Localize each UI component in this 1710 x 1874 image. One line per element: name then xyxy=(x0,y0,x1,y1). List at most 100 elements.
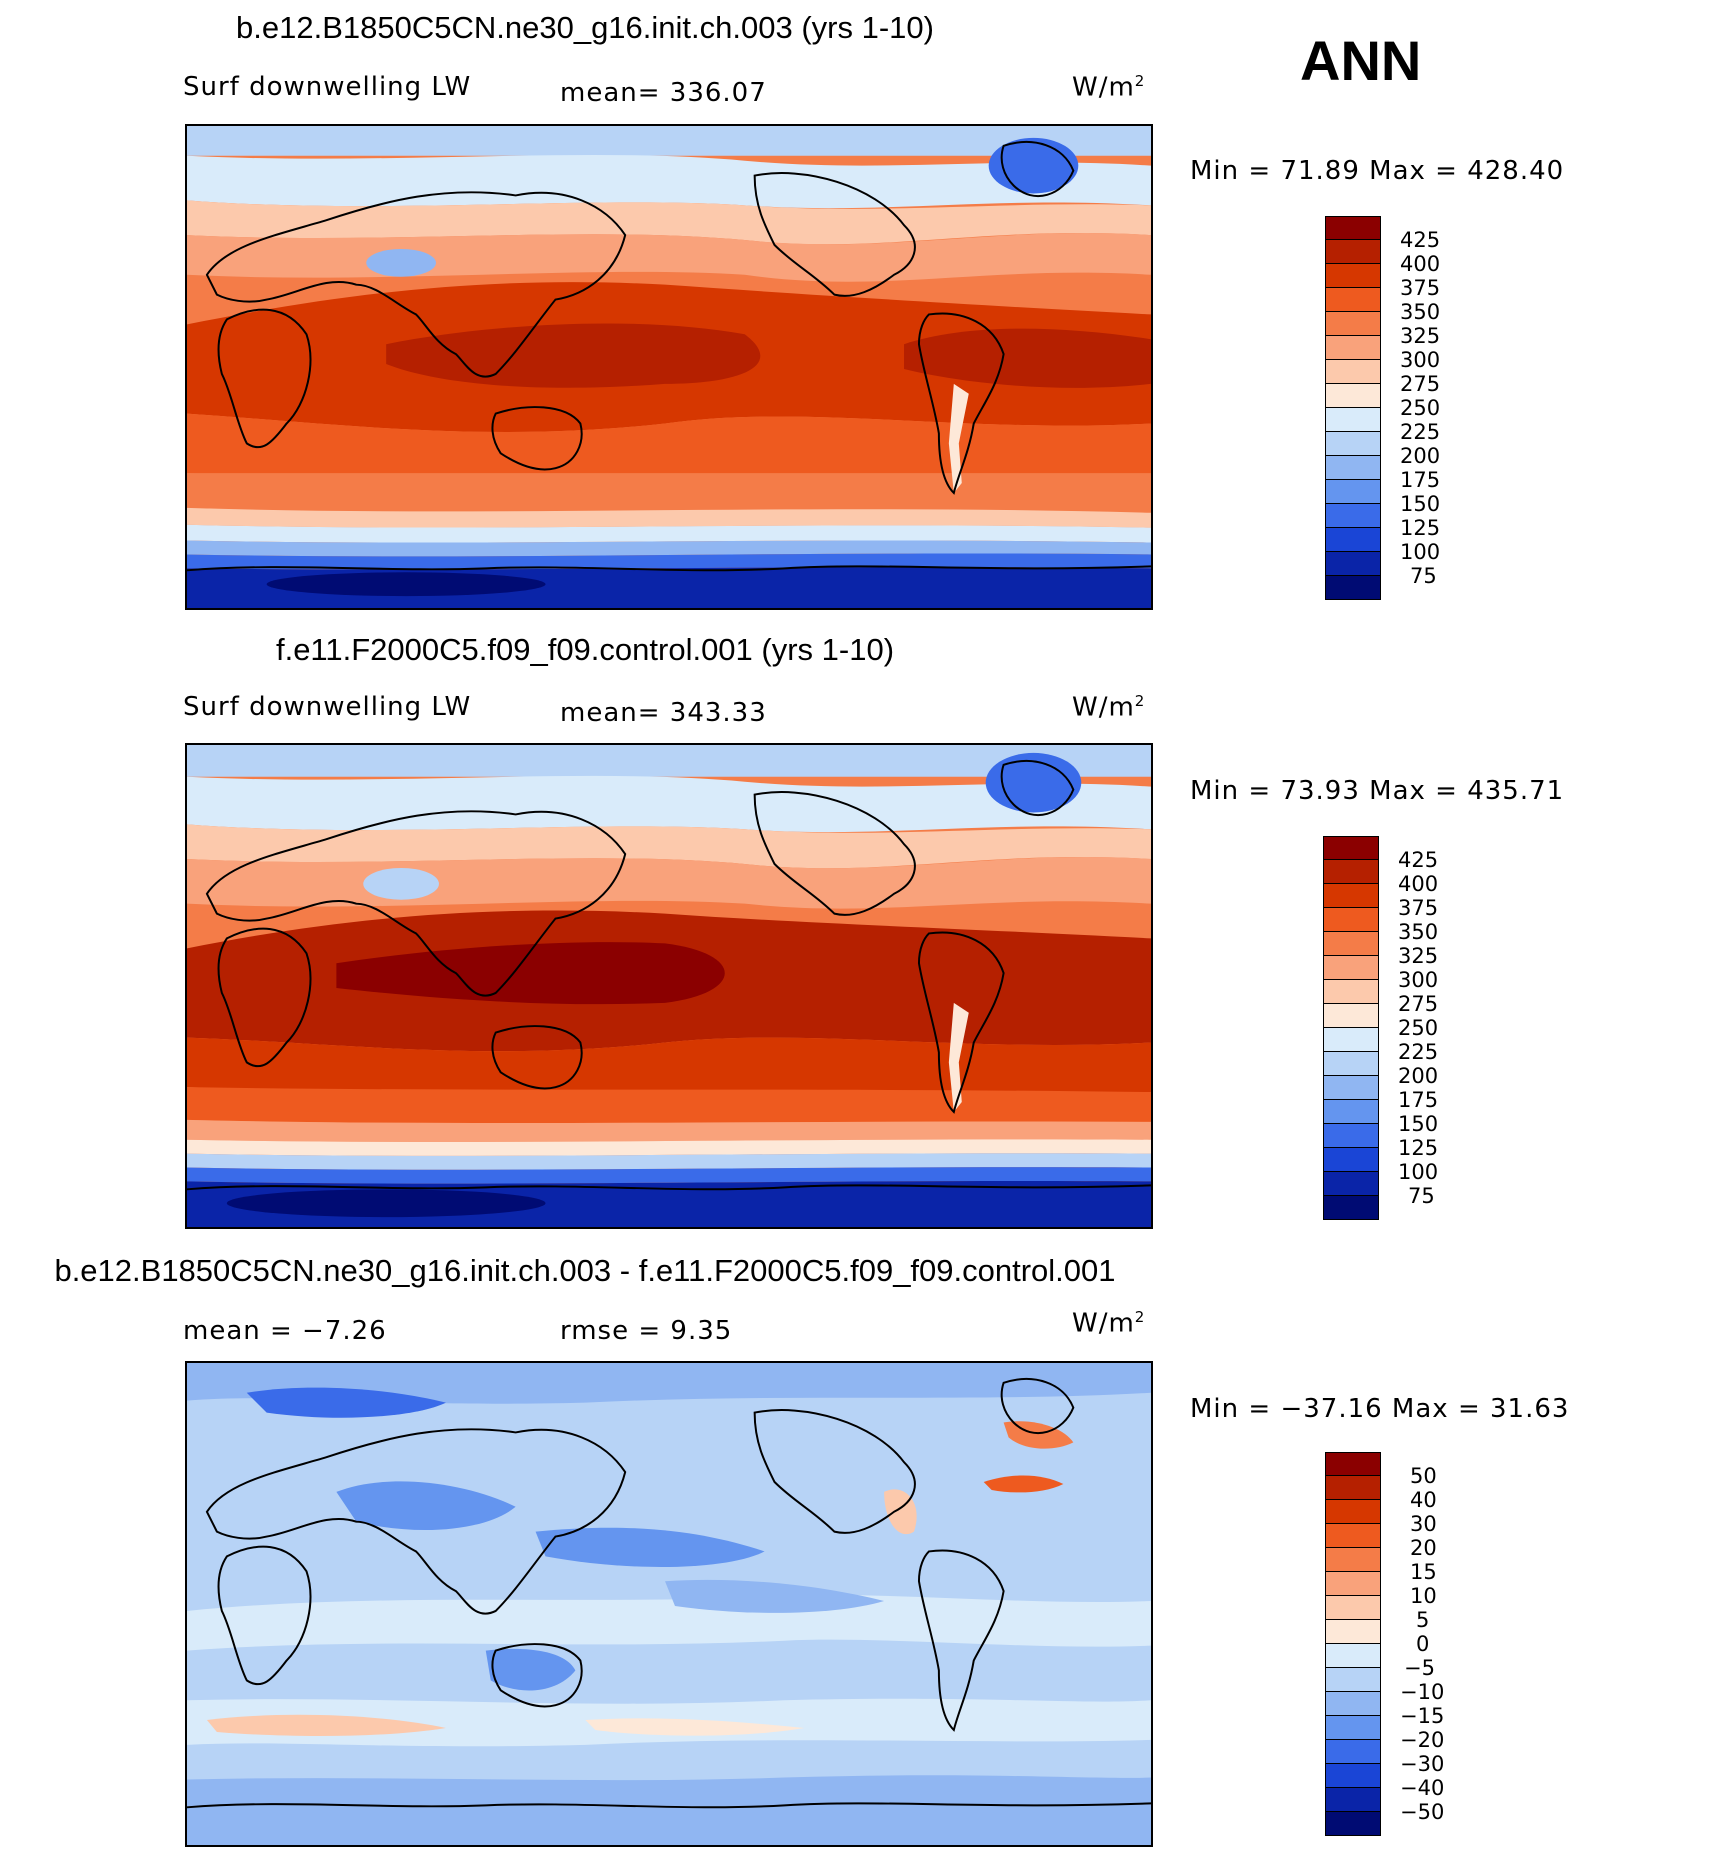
panel2-colorbar-box xyxy=(1323,980,1379,1004)
panel3-tick: −50 xyxy=(1400,1800,1445,1824)
panel3-colorbar-box xyxy=(1325,1500,1381,1524)
panel2-colorbar-box xyxy=(1323,956,1379,980)
panel3-tick: 10 xyxy=(1410,1584,1437,1608)
panel1-tick: 300 xyxy=(1400,348,1441,372)
panel2-colorbar-box xyxy=(1323,1124,1379,1148)
panel1-title: b.e12.B1850C5CN.ne30_g16.init.ch.003 (yr… xyxy=(236,10,934,45)
panel3-colorbar-box xyxy=(1325,1764,1381,1788)
panel3-tick: −30 xyxy=(1400,1752,1445,1776)
panel1-tick: 325 xyxy=(1400,324,1441,348)
panel1-tick: 75 xyxy=(1410,564,1437,588)
panel3-colorbar-box xyxy=(1325,1812,1381,1836)
panel3-tick: 0 xyxy=(1416,1632,1430,1656)
panel3-colorbar-box xyxy=(1325,1620,1381,1644)
panel1-colorbar xyxy=(1325,216,1381,600)
panel2-colorbar-box xyxy=(1323,908,1379,932)
panel3-colorbar-box xyxy=(1325,1644,1381,1668)
panel2-colorbar-box xyxy=(1323,1076,1379,1100)
panel3-colorbar xyxy=(1325,1452,1381,1836)
panel2-tick: 200 xyxy=(1398,1064,1439,1088)
panel1-colorbar-box xyxy=(1325,552,1381,576)
panel3-colorbar-box xyxy=(1325,1596,1381,1620)
panel2-map-graphic xyxy=(187,745,1151,1227)
panel1-tick: 425 xyxy=(1400,228,1441,252)
panel1-colorbar-box xyxy=(1325,456,1381,480)
panel1-tick: 400 xyxy=(1400,252,1441,276)
panel3-colorbar-box xyxy=(1325,1476,1381,1500)
panel2-colorbar-box xyxy=(1323,836,1379,860)
panel1-tick: 150 xyxy=(1400,492,1441,516)
panel3-map xyxy=(185,1361,1153,1847)
panel1-colorbar-box xyxy=(1325,288,1381,312)
panel2-tick: 150 xyxy=(1398,1112,1439,1136)
panel2-min-max: Min = 73.93 Max = 435.71 xyxy=(1190,776,1565,806)
panel2-colorbar-box xyxy=(1323,1196,1379,1220)
panel2-mean-label: mean= 343.33 xyxy=(560,698,767,728)
panel2-tick: 425 xyxy=(1398,848,1439,872)
panel1-colorbar-box xyxy=(1325,576,1381,600)
panel3-tick: 20 xyxy=(1410,1536,1437,1560)
panel3-rmse-label: rmse = 9.35 xyxy=(560,1316,733,1346)
panel2-map xyxy=(185,743,1153,1229)
panel3-colorbar-box xyxy=(1325,1572,1381,1596)
panel3-tick: −5 xyxy=(1404,1656,1435,1680)
panel1-colorbar-box xyxy=(1325,480,1381,504)
panel1-colorbar-box xyxy=(1325,264,1381,288)
panel1-min-max: Min = 71.89 Max = 428.40 xyxy=(1190,156,1565,186)
panel3-tick: 15 xyxy=(1410,1560,1437,1584)
panel2-tick: 300 xyxy=(1398,968,1439,992)
panel1-colorbar-box xyxy=(1325,528,1381,552)
panel2-colorbar-box xyxy=(1323,1148,1379,1172)
panel1-colorbar-box xyxy=(1325,360,1381,384)
panel2-colorbar-box xyxy=(1323,1028,1379,1052)
panel2-tick: 100 xyxy=(1398,1160,1439,1184)
panel1-colorbar-box xyxy=(1325,312,1381,336)
panel3-tick: −20 xyxy=(1400,1728,1445,1752)
panel1-colorbar-box xyxy=(1325,432,1381,456)
panel1-colorbar-box xyxy=(1325,384,1381,408)
panel1-tick: 225 xyxy=(1400,420,1441,444)
panel2-colorbar xyxy=(1323,836,1379,1220)
panel1-tick: 100 xyxy=(1400,540,1441,564)
panel1-colorbar-box xyxy=(1325,216,1381,240)
panel2-colorbar-box xyxy=(1323,932,1379,956)
panel3-title: b.e12.B1850C5CN.ne30_g16.init.ch.003 - f… xyxy=(54,1253,1116,1288)
panel2-tick: 75 xyxy=(1408,1184,1435,1208)
panel1-tick: 175 xyxy=(1400,468,1441,492)
panel3-units-label: W/m2 xyxy=(1072,1308,1146,1339)
panel1-variable-label: Surf downwelling LW xyxy=(183,72,472,102)
panel2-title: f.e11.F2000C5.f09_f09.control.001 (yrs 1… xyxy=(275,632,895,667)
panel2-colorbar-box xyxy=(1323,1100,1379,1124)
panel3-tick: 40 xyxy=(1410,1488,1437,1512)
season-label: ANN xyxy=(1300,29,1422,92)
panel3-colorbar-box xyxy=(1325,1668,1381,1692)
panel2-tick: 400 xyxy=(1398,872,1439,896)
panel3-tick: −15 xyxy=(1400,1704,1445,1728)
panel1-colorbar-box xyxy=(1325,240,1381,264)
panel2-colorbar-box xyxy=(1323,1004,1379,1028)
panel2-colorbar-box xyxy=(1323,884,1379,908)
panel3-tick: −10 xyxy=(1400,1680,1445,1704)
panel1-map xyxy=(185,124,1153,610)
panel1-units-label: W/m2 xyxy=(1072,72,1146,103)
panel2-tick: 350 xyxy=(1398,920,1439,944)
panel1-map-graphic xyxy=(187,126,1151,608)
panel3-colorbar-box xyxy=(1325,1548,1381,1572)
panel1-colorbar-box xyxy=(1325,504,1381,528)
panel3-min-max: Min = −37.16 Max = 31.63 xyxy=(1190,1394,1570,1424)
panel2-tick: 175 xyxy=(1398,1088,1439,1112)
panel2-tick: 325 xyxy=(1398,944,1439,968)
panel1-colorbar-box xyxy=(1325,408,1381,432)
panel3-colorbar-box xyxy=(1325,1452,1381,1476)
panel1-tick: 250 xyxy=(1400,396,1441,420)
panel1-mean-label: mean= 336.07 xyxy=(560,78,767,108)
panel2-tick: 375 xyxy=(1398,896,1439,920)
panel3-tick: 30 xyxy=(1410,1512,1437,1536)
panel1-tick: 125 xyxy=(1400,516,1441,540)
panel2-colorbar-box xyxy=(1323,1172,1379,1196)
panel1-tick: 200 xyxy=(1400,444,1441,468)
panel1-tick: 275 xyxy=(1400,372,1441,396)
panel3-map-graphic xyxy=(187,1363,1151,1845)
panel2-units-label: W/m2 xyxy=(1072,692,1146,723)
panel2-tick: 250 xyxy=(1398,1016,1439,1040)
